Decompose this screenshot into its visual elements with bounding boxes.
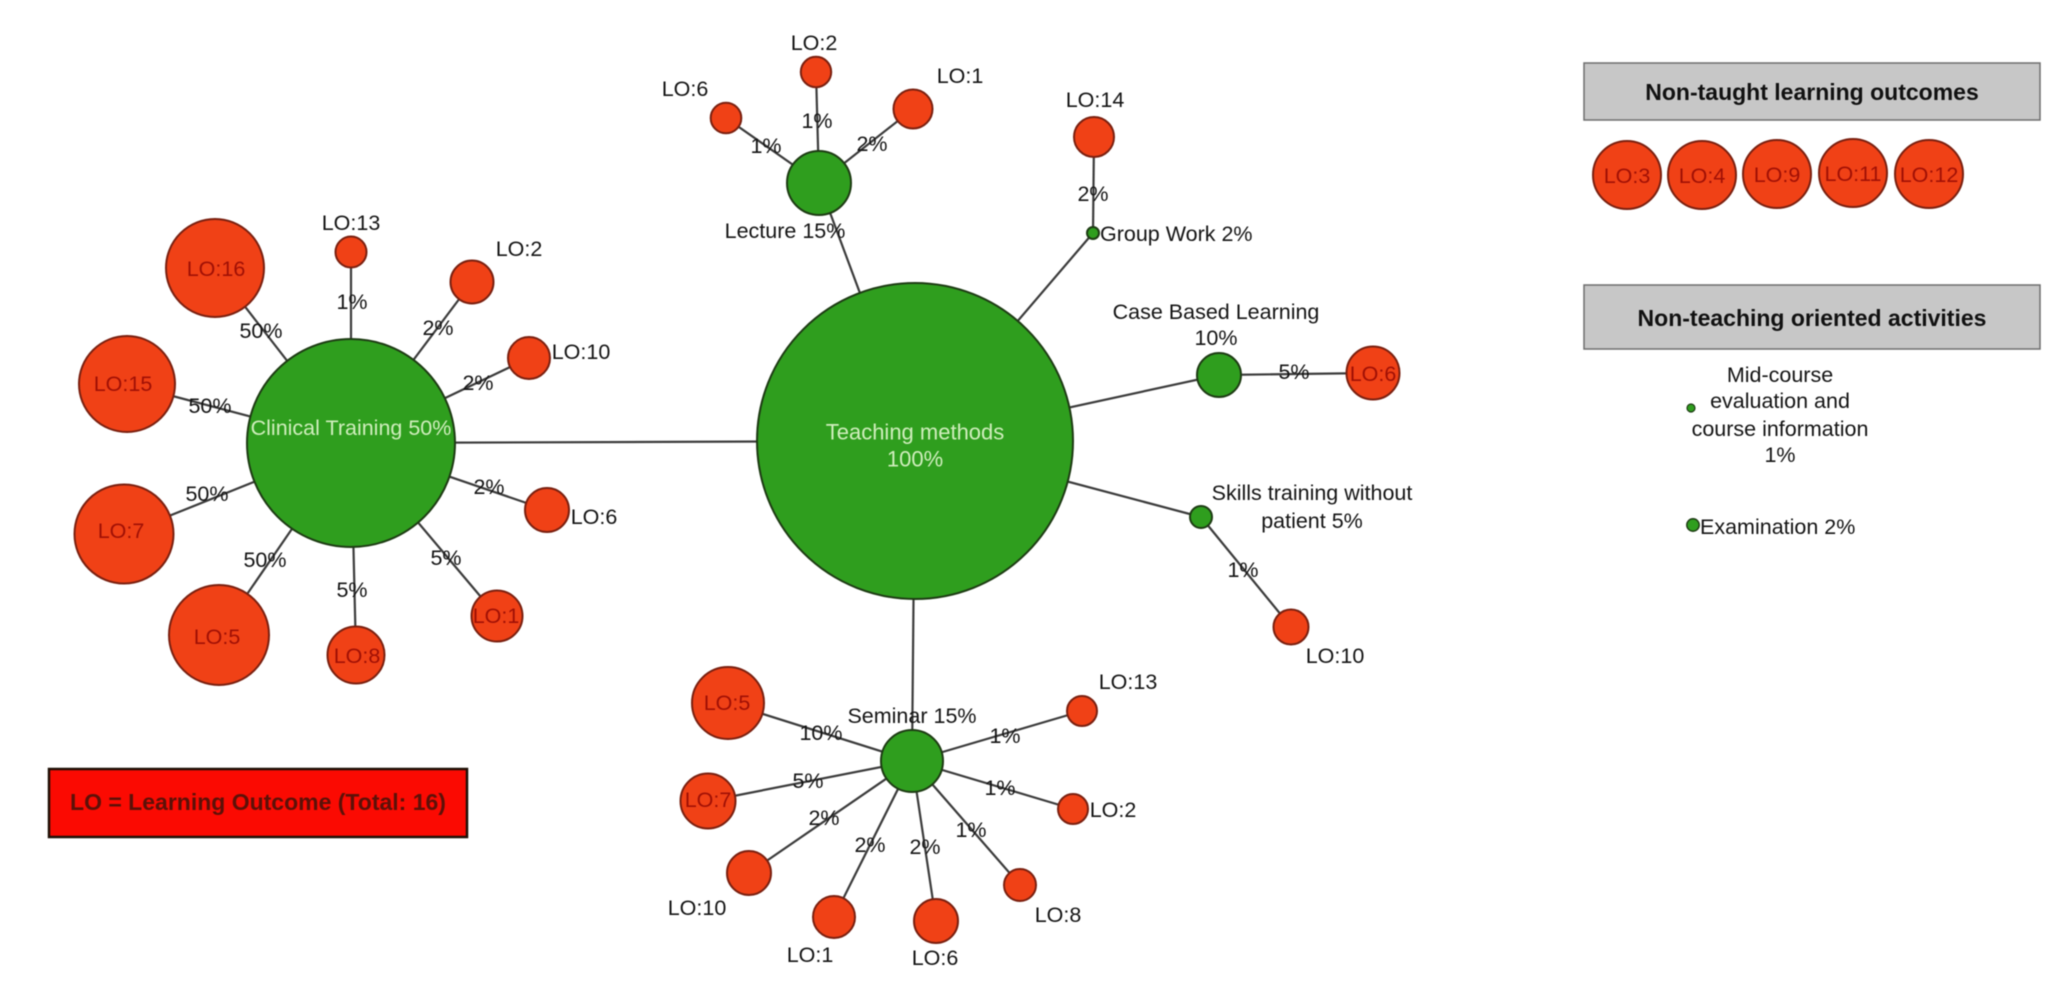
svg-text:Mid-course: Mid-course: [1727, 363, 1833, 387]
svg-text:LO:6: LO:6: [662, 77, 709, 101]
svg-text:LO:12: LO:12: [1900, 163, 1959, 187]
svg-text:5%: 5%: [792, 769, 823, 793]
svg-text:50%: 50%: [243, 548, 286, 572]
svg-text:LO:3: LO:3: [1604, 164, 1651, 188]
svg-text:Teaching methods: Teaching methods: [826, 420, 1005, 445]
svg-text:1%: 1%: [1227, 558, 1258, 582]
svg-text:2%: 2%: [422, 316, 453, 340]
svg-text:LO:7: LO:7: [98, 519, 145, 543]
svg-text:LO:8: LO:8: [1035, 903, 1082, 927]
svg-text:2%: 2%: [462, 371, 493, 395]
svg-text:LO:13: LO:13: [322, 211, 381, 235]
svg-text:LO:9: LO:9: [1754, 163, 1801, 187]
svg-text:Non-teaching oriented activiti: Non-teaching oriented activities: [1638, 305, 1987, 331]
svg-text:2%: 2%: [854, 833, 885, 857]
svg-text:50%: 50%: [185, 482, 228, 506]
svg-text:LO:5: LO:5: [194, 625, 241, 649]
svg-text:50%: 50%: [188, 394, 231, 418]
svg-text:LO:15: LO:15: [94, 372, 153, 396]
svg-text:Lecture 15%: Lecture 15%: [725, 219, 846, 243]
svg-text:LO:1: LO:1: [937, 64, 984, 88]
svg-text:LO:1: LO:1: [473, 604, 520, 628]
svg-text:Non-taught learning outcomes: Non-taught learning outcomes: [1645, 79, 1979, 105]
svg-text:Examination 2%: Examination 2%: [1700, 515, 1855, 539]
svg-text:Clinical Training 50%: Clinical Training 50%: [251, 416, 452, 440]
svg-text:Group Work 2%: Group Work 2%: [1100, 222, 1253, 246]
svg-text:LO:6: LO:6: [571, 505, 618, 529]
svg-text:LO:10: LO:10: [1306, 644, 1365, 668]
svg-text:2%: 2%: [1077, 182, 1108, 206]
svg-text:1%: 1%: [336, 290, 367, 314]
svg-text:5%: 5%: [430, 546, 461, 570]
svg-text:2%: 2%: [856, 132, 887, 156]
svg-text:LO:7: LO:7: [685, 788, 732, 812]
svg-text:course information: course information: [1692, 417, 1869, 441]
svg-text:Skills training without: Skills training without: [1212, 481, 1413, 505]
svg-text:1%: 1%: [955, 818, 986, 842]
svg-text:LO:1: LO:1: [787, 943, 834, 967]
svg-text:Seminar 15%: Seminar 15%: [847, 704, 976, 728]
svg-text:LO = Learning Outcome (Total:: LO = Learning Outcome (Total: 16): [70, 789, 446, 815]
svg-text:patient 5%: patient 5%: [1261, 509, 1363, 533]
svg-text:LO:10: LO:10: [552, 340, 611, 364]
svg-text:10%: 10%: [799, 721, 842, 745]
svg-text:10%: 10%: [1194, 326, 1237, 350]
svg-text:1%: 1%: [801, 109, 832, 133]
svg-text:2%: 2%: [909, 835, 940, 859]
svg-text:LO:6: LO:6: [912, 946, 959, 970]
svg-text:1%: 1%: [989, 724, 1020, 748]
svg-text:LO:2: LO:2: [1090, 798, 1137, 822]
svg-text:LO:10: LO:10: [668, 896, 727, 920]
svg-text:LO:16: LO:16: [187, 257, 246, 281]
svg-text:LO:11: LO:11: [1825, 162, 1882, 186]
svg-text:evaluation and: evaluation and: [1710, 389, 1850, 413]
svg-text:Case Based Learning: Case Based Learning: [1113, 300, 1320, 324]
svg-text:50%: 50%: [239, 319, 282, 343]
svg-text:5%: 5%: [336, 578, 367, 602]
svg-text:1%: 1%: [750, 134, 781, 158]
svg-text:LO:5: LO:5: [704, 691, 751, 715]
svg-text:LO:4: LO:4: [1679, 164, 1726, 188]
svg-text:100%: 100%: [887, 447, 943, 472]
svg-text:LO:6: LO:6: [1350, 362, 1397, 386]
svg-text:2%: 2%: [473, 475, 504, 499]
svg-text:LO:2: LO:2: [791, 31, 838, 55]
svg-text:1%: 1%: [1764, 443, 1795, 467]
svg-text:2%: 2%: [808, 806, 839, 830]
svg-text:LO:14: LO:14: [1066, 88, 1125, 112]
svg-text:LO:8: LO:8: [334, 644, 381, 668]
svg-text:LO:2: LO:2: [496, 237, 543, 261]
svg-text:LO:13: LO:13: [1099, 670, 1158, 694]
svg-text:1%: 1%: [984, 776, 1015, 800]
svg-text:5%: 5%: [1278, 360, 1309, 384]
